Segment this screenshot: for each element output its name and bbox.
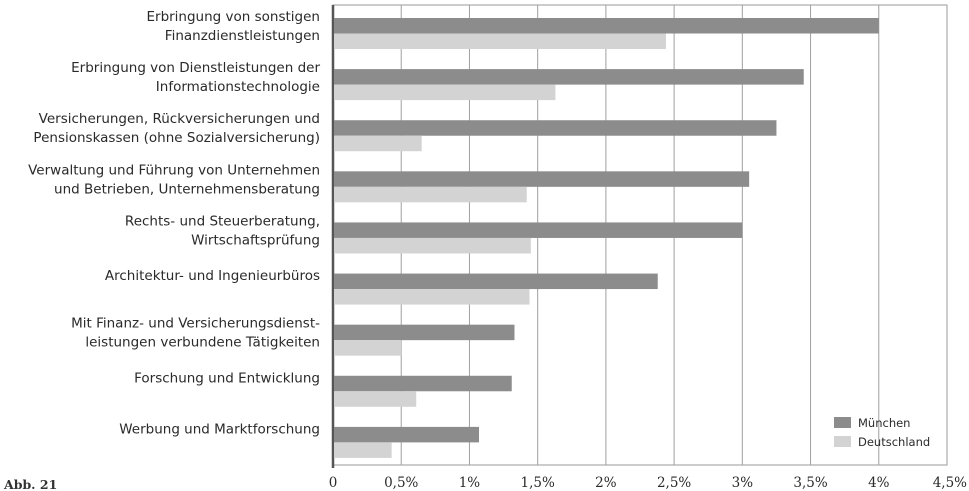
legend: München Deutschland xyxy=(834,416,930,449)
bar-muenchen xyxy=(334,324,515,341)
bar-deutschland xyxy=(334,237,531,254)
category-label: Forschung und Entwicklung xyxy=(134,370,320,386)
bar-deutschland xyxy=(334,33,666,49)
category-label: Verwaltung und Führung von Unternehmen xyxy=(28,162,320,178)
bar-deutschland xyxy=(334,442,392,458)
category-label: Pensionskassen (ohne Sozialversicherung) xyxy=(33,130,320,146)
category-label: Versicherungen, Rückversicherungen und xyxy=(39,111,320,127)
category-label: Rechts- und Steuerberatung, xyxy=(125,213,320,229)
x-tick-label: 0,5% xyxy=(384,475,418,491)
category-label: Wirtschaftsprüfung xyxy=(191,232,320,248)
x-tick-label: 1% xyxy=(459,475,481,491)
category-label: und Betrieben, Unternehmensberatung xyxy=(54,181,320,197)
bar-muenchen xyxy=(334,120,777,136)
legend-swatch xyxy=(834,436,851,447)
x-tick-label: 4,5% xyxy=(933,475,967,491)
category-label: Architektur- und Ingenieurbüros xyxy=(105,268,320,284)
x-tick-label: 3% xyxy=(732,475,754,491)
category-label: Informationstechnologie xyxy=(156,79,320,95)
bar-muenchen xyxy=(334,222,743,238)
x-tick-label: 2,5% xyxy=(657,475,691,491)
bars xyxy=(334,18,879,458)
x-tick-label: 2% xyxy=(595,475,617,491)
bar-deutschland xyxy=(334,289,530,305)
bar-deutschland xyxy=(334,186,527,203)
category-label: Mit Finanz- und Versicherungsdienst- xyxy=(71,316,320,332)
figure-caption: Abb. 21 xyxy=(3,477,57,491)
bar-muenchen xyxy=(334,273,658,290)
category-label: Finanzdienstleistungen xyxy=(165,28,320,44)
category-label: Erbringung von Dienstleistungen der xyxy=(71,60,320,76)
x-tick-label: 1,5% xyxy=(521,475,555,491)
legend-swatch xyxy=(834,417,851,428)
bar-deutschland xyxy=(334,84,556,101)
bar-deutschland xyxy=(334,340,402,356)
x-tick-label: 4% xyxy=(868,475,890,491)
bar-muenchen xyxy=(334,18,879,34)
category-label: Erbringung von sonstigen xyxy=(146,9,320,25)
bar-muenchen xyxy=(334,375,512,392)
category-label: Werbung und Marktforschung xyxy=(119,421,320,437)
legend-label: Deutschland xyxy=(858,435,930,449)
bar-muenchen xyxy=(334,171,750,187)
x-tick-label: 0 xyxy=(329,475,338,491)
legend-label: München xyxy=(858,416,910,430)
category-label: leistungen verbundene Tätigkeiten xyxy=(85,335,320,351)
bar-muenchen xyxy=(334,426,479,443)
bar-deutschland xyxy=(334,135,422,152)
x-tick-labels: 0 0,5% 1% 1,5% 2% 2,5% 3% 3,5% 4% 4,5% xyxy=(329,475,967,491)
category-labels: Erbringung von sonstigen Finanzdienstleis… xyxy=(28,9,320,437)
bar-muenchen xyxy=(334,69,804,85)
bar-deutschland xyxy=(334,391,417,407)
x-tick-label: 3,5% xyxy=(793,475,827,491)
